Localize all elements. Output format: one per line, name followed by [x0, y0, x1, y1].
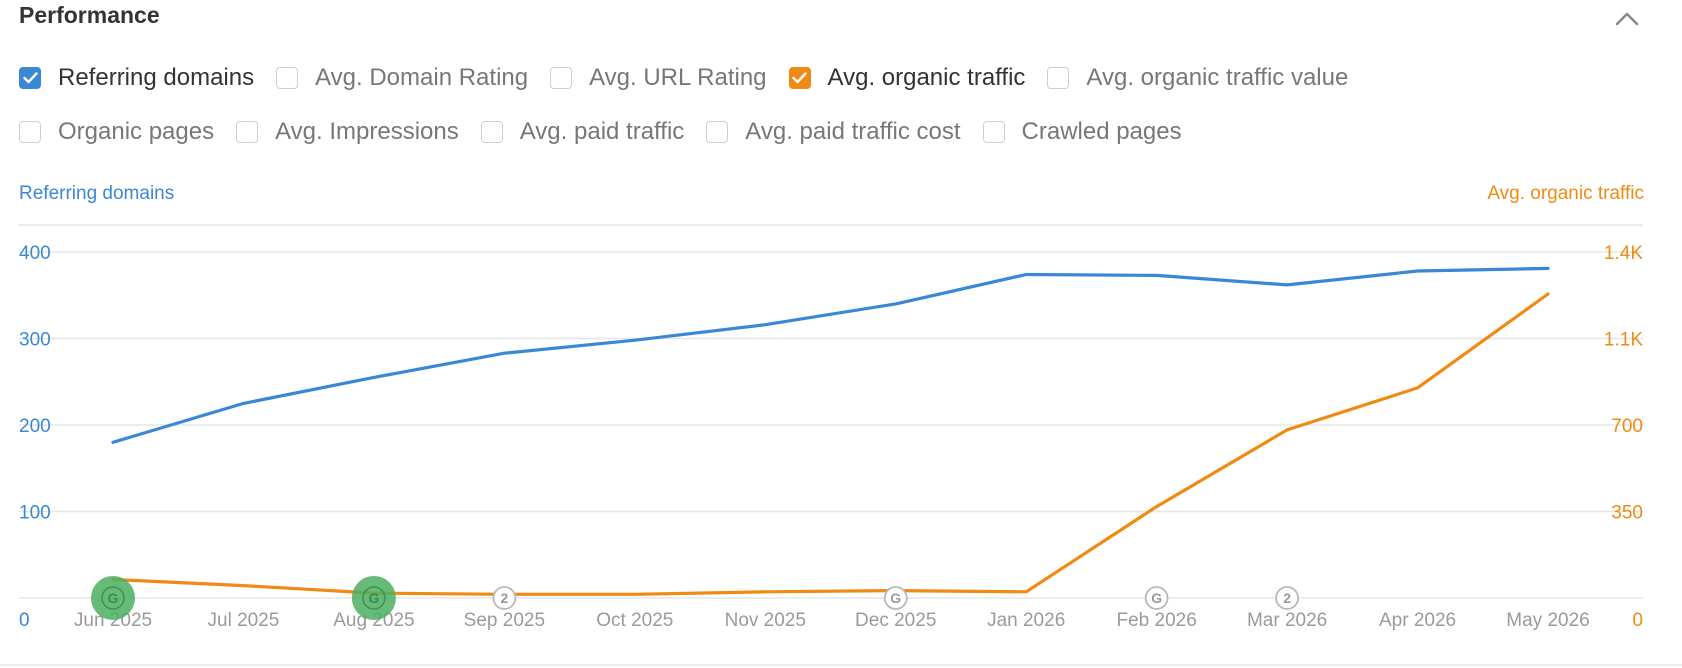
right-tick-label: 1.4K	[1604, 243, 1643, 264]
x-tick-label: Feb 2026	[1116, 610, 1196, 631]
google-update-icon: G	[1151, 590, 1162, 606]
checkbox-unchecked[interactable]	[1047, 67, 1070, 89]
right-tick-label: 1.1K	[1604, 330, 1643, 351]
checkbox-unchecked[interactable]	[550, 67, 573, 89]
left-tick-label: 200	[19, 416, 51, 437]
metric-label: Avg. paid traffic	[519, 118, 685, 145]
x-tick-label: Oct 2025	[596, 610, 673, 631]
x-tick-label: Jan 2026	[987, 610, 1065, 631]
panel-title: Performance	[19, 2, 160, 28]
checkmark-icon	[792, 72, 807, 84]
google-update-icon: G	[108, 590, 119, 606]
series-line-avg-organic-traffic	[111, 292, 1550, 596]
metric-label: Avg. URL Rating	[589, 64, 767, 91]
left-tick-label: 400	[19, 243, 51, 264]
left-tick-label: 100	[19, 503, 51, 524]
metric-toggle[interactable]: Avg. Impressions	[236, 118, 459, 146]
metric-label: Avg. Impressions	[275, 118, 459, 145]
x-tick-label: Jun 2025	[74, 610, 152, 631]
google-update-icon: G	[368, 590, 379, 606]
checkbox-unchecked[interactable]	[276, 67, 299, 89]
metric-row: Organic pages Avg. Impressions Avg. paid t…	[19, 112, 1579, 152]
metric-toggle[interactable]: Avg. Domain Rating	[276, 64, 528, 92]
metric-toggle[interactable]: Referring domains	[19, 64, 254, 92]
checkbox-unchecked[interactable]	[236, 121, 259, 143]
metric-toggle[interactable]: Organic pages	[19, 118, 214, 146]
right-axis-title: Avg. organic traffic	[1487, 183, 1644, 204]
metric-toggle[interactable]: Crawled pages	[982, 118, 1182, 146]
left-tick-label: 0	[19, 610, 30, 631]
x-tick-label: Jul 2025	[208, 610, 280, 631]
google-update-icon: G	[890, 590, 901, 606]
divider	[0, 664, 1682, 666]
annotation-halo	[351, 576, 396, 620]
metric-toggle[interactable]: Avg. organic traffic	[788, 64, 1026, 92]
right-tick-label: 350	[1611, 503, 1643, 524]
left-tick-label: 300	[19, 330, 51, 351]
series-line-referring-domains	[111, 266, 1550, 444]
checkbox-unchecked[interactable]	[706, 121, 729, 143]
x-tick-label: Dec 2025	[855, 610, 936, 631]
metric-label: Referring domains	[58, 64, 255, 91]
annotation-marker	[101, 586, 125, 610]
checkbox-checked[interactable]	[19, 67, 41, 89]
metric-row: Referring domains Avg. Domain Rating Avg. …	[19, 58, 1579, 98]
metric-label: Organic pages	[58, 118, 215, 145]
x-tick-label: Aug 2025	[333, 610, 414, 631]
right-tick-label: 0	[1632, 610, 1643, 631]
x-tick-label: May 2026	[1506, 610, 1589, 631]
metric-label: Avg. Domain Rating	[315, 64, 529, 91]
metric-toggle[interactable]: Avg. URL Rating	[550, 64, 767, 92]
metric-toggle[interactable]: Avg. paid traffic cost	[706, 118, 961, 146]
checkbox-unchecked[interactable]	[480, 121, 503, 143]
x-tick-label: Mar 2026	[1247, 610, 1327, 631]
metric-label: Avg. paid traffic cost	[745, 118, 961, 145]
metric-label: Crawled pages	[1021, 118, 1182, 145]
checkbox-checked[interactable]	[788, 67, 811, 89]
chevron-up-icon[interactable]	[1612, 4, 1642, 32]
annotation-marker	[883, 586, 908, 610]
metric-toggle[interactable]: Avg. paid traffic	[480, 118, 685, 146]
count-marker-icon: 2	[500, 590, 508, 606]
x-tick-label: Sep 2025	[464, 610, 545, 631]
x-tick-label: Apr 2026	[1379, 610, 1456, 631]
metric-selector: Referring domains Avg. Domain Rating Avg. …	[19, 58, 1579, 166]
performance-chart: 0 100 200 300 400 0 350 700 1.1K 1.4K Jun 2025 Jul …	[19, 224, 1643, 631]
metric-label: Avg. organic traffic value	[1086, 64, 1349, 91]
metric-label: Avg. organic traffic	[827, 64, 1026, 91]
checkbox-unchecked[interactable]	[19, 121, 41, 143]
annotation-halo	[91, 576, 135, 620]
checkmark-icon	[22, 72, 38, 84]
annotation-marker	[1144, 586, 1169, 610]
metric-toggle[interactable]: Avg. organic traffic value	[1047, 64, 1348, 92]
annotation-marker	[1275, 586, 1299, 610]
annotation-marker	[492, 586, 517, 610]
left-axis-title: Referring domains	[19, 183, 175, 204]
count-marker-icon: 2	[1283, 590, 1291, 606]
checkbox-unchecked[interactable]	[982, 121, 1005, 143]
x-tick-label: Nov 2025	[725, 610, 806, 631]
annotation-marker	[362, 586, 386, 610]
right-tick-label: 700	[1611, 416, 1643, 437]
